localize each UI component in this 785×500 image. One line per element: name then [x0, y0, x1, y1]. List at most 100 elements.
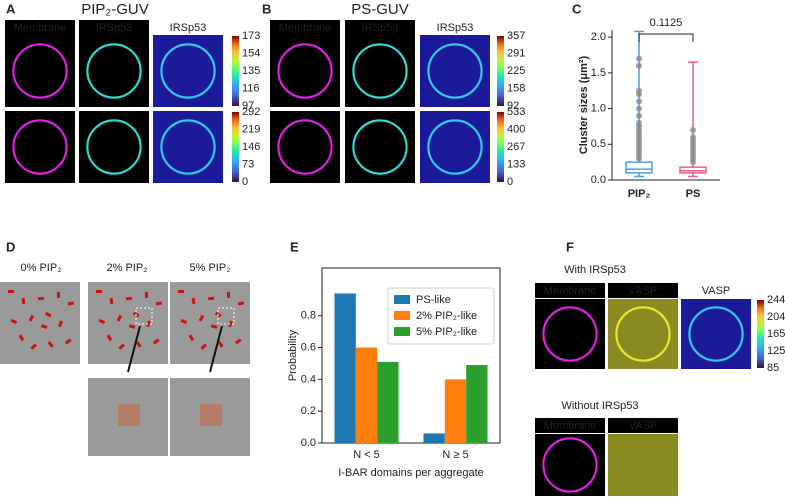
domain-marker	[30, 343, 37, 350]
image-label: 0% PIP₂	[21, 262, 62, 274]
image-label: Membrane	[544, 285, 597, 297]
micrograph	[608, 434, 678, 496]
domain-marker	[217, 341, 224, 348]
vesicle	[542, 437, 598, 493]
image-header	[608, 283, 678, 298]
micrograph	[153, 111, 223, 183]
bar	[355, 347, 378, 443]
colorbar-tick-label: 73	[242, 158, 254, 170]
y-tick-label: 2.0	[591, 31, 606, 43]
domain-marker	[116, 314, 123, 322]
x-tick-label: PIP₂	[628, 188, 651, 200]
vesicle	[688, 306, 744, 362]
colorbar-tick-label: 0	[507, 176, 513, 188]
domain-marker	[10, 318, 18, 325]
legend-label: 2% PIP₂-like	[416, 310, 477, 322]
domain-marker	[106, 334, 113, 342]
bar	[423, 433, 445, 443]
colorbar-tick-label: 291	[507, 47, 525, 59]
domain-marker	[152, 338, 160, 345]
colorbar	[232, 112, 239, 182]
domain-marker	[58, 320, 63, 328]
micrograph	[270, 35, 340, 107]
legend-swatch	[394, 327, 410, 336]
domain-marker	[8, 290, 14, 293]
domain-marker	[228, 320, 233, 328]
micrograph	[345, 111, 415, 183]
vesicle	[12, 119, 68, 175]
micrograph	[420, 35, 490, 107]
micrograph	[608, 299, 678, 369]
y-axis-label: Cluster sizes (μm²)	[578, 55, 590, 154]
panel-title: PS-GUV	[351, 1, 409, 18]
image-label: VASP	[629, 420, 658, 432]
image-header	[345, 20, 415, 35]
panel-letter: A	[6, 1, 16, 16]
bar	[377, 361, 399, 443]
vesicle	[352, 119, 408, 175]
micrograph	[79, 111, 149, 183]
domain-marker	[67, 301, 75, 306]
bar	[444, 379, 467, 443]
vesicle	[86, 43, 142, 99]
y-tick-label: 0.2	[301, 405, 316, 417]
outlier	[636, 112, 642, 119]
micrograph	[153, 35, 223, 107]
y-tick-label: 0.5	[591, 138, 606, 150]
vesicle	[277, 119, 333, 175]
x-tick-label: N < 5	[353, 449, 380, 461]
domain-marker	[178, 290, 184, 293]
zoom-box	[217, 307, 235, 325]
micrograph	[5, 35, 75, 107]
y-axis-label: Probability	[287, 329, 299, 381]
outlier	[690, 127, 696, 133]
y-tick-label: 0.0	[301, 437, 316, 449]
vesicle	[427, 43, 483, 99]
x-tick-label: N ≥ 5	[442, 449, 468, 461]
bar	[466, 365, 488, 443]
legend-box	[387, 287, 495, 345]
colorbar-tick-label: 165	[767, 328, 785, 340]
vesicle	[352, 43, 408, 99]
image-header	[79, 20, 149, 35]
image-header	[420, 20, 490, 35]
domain-marker	[237, 301, 245, 306]
domain-marker	[28, 314, 35, 322]
image-header	[608, 418, 678, 433]
vesicle	[277, 43, 333, 99]
outlier	[636, 98, 642, 105]
domain-marker	[135, 341, 142, 348]
vesicle	[542, 306, 598, 362]
domain-marker	[200, 343, 207, 350]
vesicle	[615, 306, 671, 362]
panel-title: PIP₂-GUV	[81, 1, 149, 18]
outlier	[636, 62, 642, 69]
colorbar-tick-label: 400	[507, 123, 525, 135]
domain-marker	[98, 318, 106, 325]
y-tick-label: 1.0	[591, 102, 606, 114]
zoom-box	[135, 307, 153, 325]
domain-marker	[207, 296, 215, 301]
colorbar-tick-label: 173	[242, 30, 260, 42]
domain-marker	[96, 290, 102, 293]
domain-marker	[37, 296, 45, 301]
image-label: Membrane	[279, 22, 332, 34]
domain-marker	[234, 338, 242, 345]
colorbar-tick-label: 225	[507, 65, 525, 77]
domain-marker	[146, 320, 151, 328]
micrograph	[5, 111, 75, 183]
colorbar-tick-label: 533	[507, 106, 525, 118]
legend-swatch	[394, 295, 410, 304]
colorbar	[757, 300, 764, 368]
micrograph	[270, 111, 340, 183]
micrograph	[170, 282, 250, 364]
zoomed-domain	[118, 404, 140, 426]
image-header	[5, 20, 75, 35]
colorbar-tick-label: 92	[507, 100, 519, 112]
image-header	[535, 418, 605, 433]
colorbar-tick-label: 133	[507, 158, 525, 170]
outlier	[690, 134, 696, 141]
domain-marker	[125, 296, 133, 301]
domain-marker	[109, 297, 114, 305]
vesicle	[427, 119, 483, 175]
